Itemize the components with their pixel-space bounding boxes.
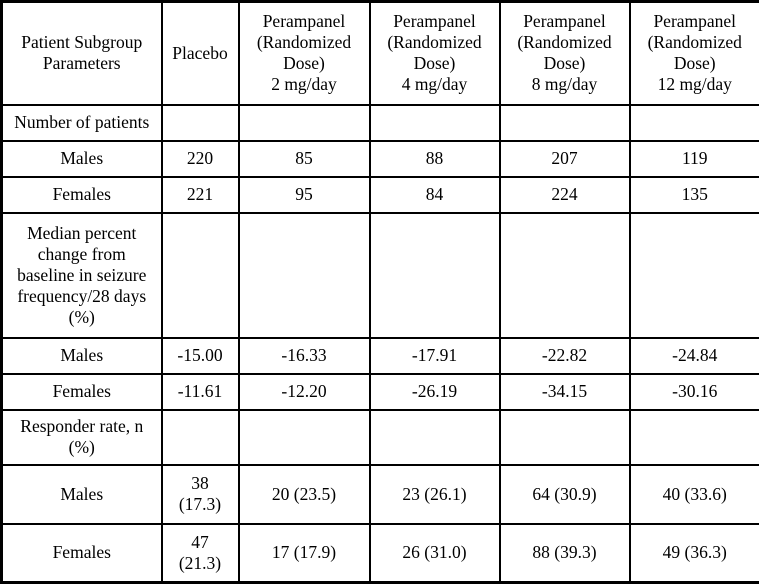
table-cell: 221 xyxy=(160,175,240,214)
table-cell: 88 (39.3) xyxy=(498,522,631,584)
table-cell xyxy=(628,408,759,466)
column-header-parameters: Patient Subgroup Parameters xyxy=(0,0,163,106)
table-cell: 20 (23.5) xyxy=(237,463,371,525)
table-cell: 84 xyxy=(368,175,501,214)
table-cell: -17.91 xyxy=(368,336,501,375)
table-cell: -12.20 xyxy=(237,372,371,411)
row-label: Males xyxy=(0,336,163,375)
section-row-number-of-patients: Number of patients xyxy=(0,103,759,142)
table-cell: -15.00 xyxy=(160,336,240,375)
table-row-males-count: Males 220 85 88 207 119 xyxy=(0,139,759,178)
section-row-responder-rate: Responder rate, n (%) xyxy=(0,408,759,466)
table-cell: 85 xyxy=(237,139,371,178)
table-cell xyxy=(160,103,240,142)
table-cell xyxy=(237,103,371,142)
table-cell: -30.16 xyxy=(628,372,759,411)
table-cell xyxy=(498,211,631,339)
table-row-males-median-change: Males -15.00 -16.33 -17.91 -22.82 -24.84 xyxy=(0,336,759,375)
table-cell: -22.82 xyxy=(498,336,631,375)
column-header-perampanel-12mg: Perampanel (Randomized Dose) 12 mg/day xyxy=(628,0,759,106)
table-cell: 95 xyxy=(237,175,371,214)
table-cell xyxy=(368,408,501,466)
table-cell: -26.19 xyxy=(368,372,501,411)
table-cell: -16.33 xyxy=(237,336,371,375)
table-row-females-median-change: Females -11.61 -12.20 -26.19 -34.15 -30.… xyxy=(0,372,759,411)
table-cell xyxy=(368,103,501,142)
table-cell xyxy=(160,408,240,466)
table-row-females-responder-rate: Females 47 (21.3) 17 (17.9) 26 (31.0) 88… xyxy=(0,522,759,584)
table-cell xyxy=(628,103,759,142)
table-cell xyxy=(498,103,631,142)
table-cell: 40 (33.6) xyxy=(628,463,759,525)
column-header-perampanel-2mg: Perampanel (Randomized Dose) 2 mg/day xyxy=(237,0,371,106)
row-label: Females xyxy=(0,372,163,411)
table-cell xyxy=(237,211,371,339)
table-cell: -24.84 xyxy=(628,336,759,375)
table-row-females-count: Females 221 95 84 224 135 xyxy=(0,175,759,214)
section-row-median-percent-change: Median percent change from baseline in s… xyxy=(0,211,759,339)
table-cell: 64 (30.9) xyxy=(498,463,631,525)
row-label: Females xyxy=(0,522,163,584)
table-cell xyxy=(628,211,759,339)
row-label: Males xyxy=(0,463,163,525)
table-cell: 207 xyxy=(498,139,631,178)
section-label: Number of patients xyxy=(0,103,163,142)
column-header-placebo: Placebo xyxy=(160,0,240,106)
table-cell xyxy=(498,408,631,466)
table-row-males-responder-rate: Males 38 (17.3) 20 (23.5) 23 (26.1) 64 (… xyxy=(0,463,759,525)
table-cell: 26 (31.0) xyxy=(368,522,501,584)
row-label: Males xyxy=(0,139,163,178)
table-cell: 220 xyxy=(160,139,240,178)
column-header-perampanel-8mg: Perampanel (Randomized Dose) 8 mg/day xyxy=(498,0,631,106)
table-cell: 17 (17.9) xyxy=(237,522,371,584)
table-cell xyxy=(160,211,240,339)
table-cell: 38 (17.3) xyxy=(160,463,240,525)
section-label: Responder rate, n (%) xyxy=(0,408,163,466)
table-cell: -11.61 xyxy=(160,372,240,411)
table-cell xyxy=(368,211,501,339)
table-cell: 23 (26.1) xyxy=(368,463,501,525)
table-cell: 224 xyxy=(498,175,631,214)
table-cell: 119 xyxy=(628,139,759,178)
table-cell: 49 (36.3) xyxy=(628,522,759,584)
section-label: Median percent change from baseline in s… xyxy=(0,211,163,339)
row-label: Females xyxy=(0,175,163,214)
table-cell: 88 xyxy=(368,139,501,178)
table-cell: 135 xyxy=(628,175,759,214)
table-cell: 47 (21.3) xyxy=(160,522,240,584)
table-cell xyxy=(237,408,371,466)
header-row: Patient Subgroup Parameters Placebo Pera… xyxy=(0,0,759,106)
column-header-perampanel-4mg: Perampanel (Randomized Dose) 4 mg/day xyxy=(368,0,501,106)
table-cell: -34.15 xyxy=(498,372,631,411)
